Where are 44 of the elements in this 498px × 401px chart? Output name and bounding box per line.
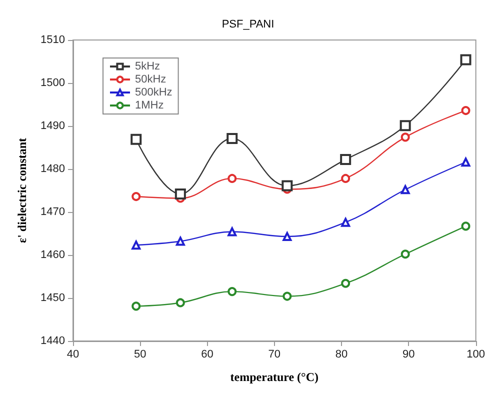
point	[400, 250, 410, 259]
point	[400, 132, 410, 142]
chart-title: PSF_PANI	[222, 18, 274, 30]
legend-label: 5kHz	[135, 60, 160, 72]
point	[460, 54, 472, 66]
y-tick-label: 1480	[40, 163, 65, 175]
legend-label: 500kHz	[135, 86, 172, 98]
point	[174, 188, 186, 200]
y-axis-title: ε' dielectric constant	[15, 138, 29, 244]
y-tick-label: 1470	[40, 206, 65, 218]
x-axis-title: temperature (°C)	[230, 370, 319, 384]
point	[228, 287, 237, 296]
y-tick-label: 1450	[40, 292, 65, 304]
x-tick-label: 40	[66, 348, 80, 360]
x-tick-label: 70	[268, 348, 281, 360]
y-tick-label: 1440	[40, 335, 65, 347]
x-tick-label: 50	[134, 348, 146, 360]
legend-label: 50kHz	[135, 74, 166, 86]
point	[132, 302, 141, 311]
point	[461, 222, 470, 231]
y-tick-label: 1460	[40, 249, 65, 261]
y-tick-label: 1500	[40, 77, 65, 89]
point	[282, 180, 293, 192]
x-tick-label: 90	[402, 348, 415, 360]
point	[176, 236, 185, 246]
point	[400, 120, 411, 132]
point	[228, 174, 237, 183]
y-tick-label: 1490	[40, 120, 65, 132]
point	[341, 278, 350, 288]
point	[130, 134, 142, 145]
point	[228, 227, 237, 236]
point	[461, 106, 470, 116]
legend-label: 1MHz	[135, 100, 164, 112]
point	[341, 218, 350, 227]
point	[341, 174, 350, 183]
y-tick-label: 1510	[40, 34, 65, 46]
point	[282, 292, 292, 301]
point	[226, 132, 238, 144]
point	[132, 192, 141, 202]
x-tick-label: 60	[201, 348, 214, 360]
x-tick-label: 100	[466, 348, 486, 360]
point	[176, 298, 185, 308]
point	[340, 154, 352, 166]
x-tick-label: 80	[335, 348, 348, 360]
